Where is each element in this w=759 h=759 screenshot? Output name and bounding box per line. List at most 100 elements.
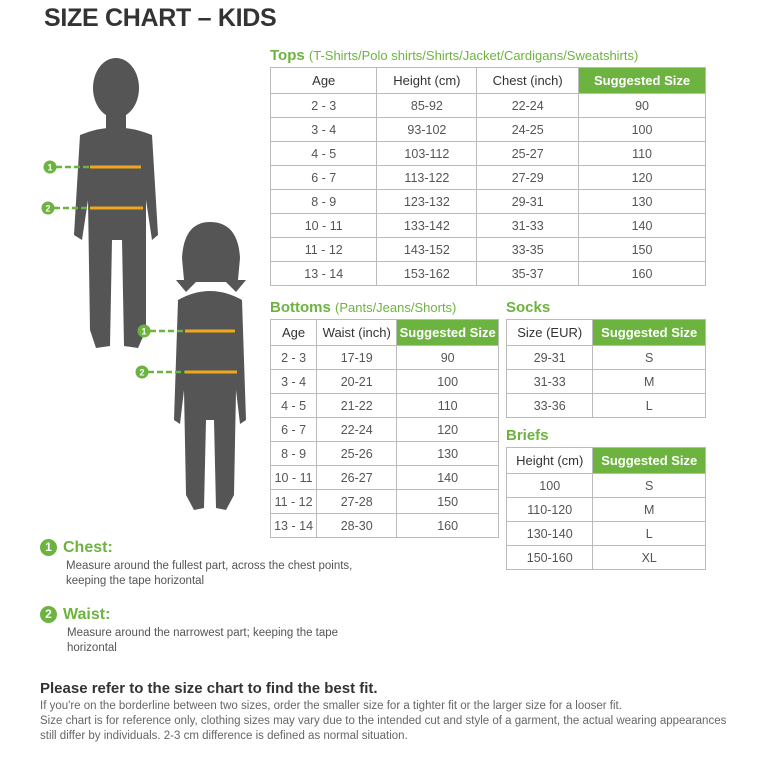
- table-cell: 26-27: [316, 465, 398, 490]
- table-row: 8 - 9 25-26 130: [269, 441, 499, 466]
- table-cell: 130: [578, 189, 706, 214]
- table-cell: M: [592, 369, 706, 394]
- table-cell: 90: [396, 345, 499, 370]
- table-cell: 100: [505, 473, 594, 498]
- table-cell: 6 - 7: [269, 417, 318, 442]
- table-row: 8 - 9 123-132 29-31 130: [269, 189, 706, 214]
- bottoms-column-header: Suggested Size: [396, 319, 499, 346]
- table-row: 130-140 L: [505, 521, 706, 546]
- briefs-column-header: Height (cm): [505, 447, 594, 474]
- waist-label: Waist:: [63, 606, 111, 623]
- table-cell: 4 - 5: [269, 393, 318, 418]
- briefs-heading: Briefs: [506, 427, 549, 444]
- table-cell: 27-29: [476, 165, 580, 190]
- table-row: 4 - 5 103-112 25-27 110: [269, 141, 706, 166]
- table-row: 3 - 4 93-102 24-25 100: [269, 117, 706, 142]
- bottoms-column-header: Waist (inch): [316, 319, 398, 346]
- marker-circles: [41, 160, 151, 379]
- tops-heading: Tops (T-Shirts/Polo shirts/Shirts/Jacket…: [270, 47, 638, 64]
- chest-instruction: 1 Chest: Measure around the fullest part,…: [40, 539, 386, 589]
- table-row: 4 - 5 21-22 110: [269, 393, 499, 418]
- tops-title: Tops: [270, 47, 305, 64]
- table-cell: 35-37: [476, 261, 580, 286]
- table-cell: 133-142: [376, 213, 478, 238]
- tops-table: Age Height (cm) Chest (inch) Suggested Size…: [269, 67, 706, 286]
- table-row: 13 - 14 153-162 35-37 160: [269, 261, 706, 286]
- table-cell: 13 - 14: [269, 261, 378, 286]
- table-cell: 13 - 14: [269, 513, 318, 538]
- table-cell: 21-22: [316, 393, 398, 418]
- table-row: 110-120 M: [505, 497, 706, 522]
- tops-header-row: Age Height (cm) Chest (inch) Suggested Size: [269, 67, 706, 94]
- marker-leaders: [54, 165, 185, 374]
- girl-silhouette: [174, 222, 246, 510]
- table-row: 10 - 11 133-142 31-33 140: [269, 213, 706, 238]
- table-cell: 153-162: [376, 261, 478, 286]
- table-cell: 17-19: [316, 345, 398, 370]
- table-cell: 93-102: [376, 117, 478, 142]
- table-cell: 33-36: [505, 393, 594, 418]
- table-cell: 4 - 5: [269, 141, 378, 166]
- table-row: 2 - 3 17-19 90: [269, 345, 499, 370]
- table-cell: 25-26: [316, 441, 398, 466]
- bottoms-title: Bottoms: [270, 299, 331, 316]
- fit-notes: If you're on the borderline between two …: [40, 699, 740, 744]
- bottoms-column-header: Age: [269, 319, 318, 346]
- table-cell: 8 - 9: [269, 441, 318, 466]
- table-cell: 85-92: [376, 93, 478, 118]
- boy-silhouette: [74, 58, 158, 348]
- socks-heading: Socks: [506, 299, 551, 316]
- table-cell: L: [592, 393, 706, 418]
- table-cell: 110: [578, 141, 706, 166]
- table-row: 6 - 7 113-122 27-29 120: [269, 165, 706, 190]
- table-cell: M: [592, 497, 706, 522]
- table-cell: 33-35: [476, 237, 580, 262]
- kids-measurement-illustration: 1 2 1 2: [41, 58, 246, 510]
- page-title: SIZE CHART – KIDS: [44, 4, 277, 32]
- table-cell: 6 - 7: [269, 165, 378, 190]
- table-cell: L: [592, 521, 706, 546]
- table-row: 11 - 12 27-28 150: [269, 489, 499, 514]
- marker-1-boy: 1: [47, 163, 52, 173]
- table-cell: 27-28: [316, 489, 398, 514]
- table-row: 2 - 3 85-92 22-24 90: [269, 93, 706, 118]
- table-cell: 160: [396, 513, 499, 538]
- table-cell: 140: [578, 213, 706, 238]
- fit-note-2: Size chart is for reference only, clothi…: [40, 715, 727, 742]
- marker-2-boy: 2: [45, 204, 50, 214]
- bottoms-table: Age Waist (inch) Suggested Size 2 - 3 17-19 9…: [269, 319, 499, 538]
- socks-column-header: Suggested Size: [592, 319, 706, 346]
- table-cell: 31-33: [505, 369, 594, 394]
- marker-1-girl: 1: [141, 327, 146, 337]
- table-cell: 10 - 11: [269, 465, 318, 490]
- socks-column-header: Size (EUR): [505, 319, 594, 346]
- tops-column-header: Suggested Size: [578, 67, 706, 94]
- table-cell: 2 - 3: [269, 345, 318, 370]
- table-cell: 11 - 12: [269, 489, 318, 514]
- fit-note-1: If you're on the borderline between two …: [40, 700, 622, 712]
- table-cell: 120: [578, 165, 706, 190]
- table-cell: 123-132: [376, 189, 478, 214]
- tops-column-header: Age: [269, 67, 378, 94]
- bottoms-subtitle: (Pants/Jeans/Shorts): [335, 300, 457, 315]
- briefs-table: Height (cm) Suggested Size 100 S 110-120 M 130…: [505, 447, 706, 570]
- table-cell: 22-24: [316, 417, 398, 442]
- table-cell: S: [592, 345, 706, 370]
- table-cell: 20-21: [316, 369, 398, 394]
- bottoms-header-row: Age Waist (inch) Suggested Size: [269, 319, 499, 346]
- table-cell: 140: [396, 465, 499, 490]
- table-cell: 90: [578, 93, 706, 118]
- number-1-icon: 1: [40, 539, 57, 557]
- table-cell: 120: [396, 417, 499, 442]
- table-cell: 25-27: [476, 141, 580, 166]
- table-cell: XL: [592, 545, 706, 570]
- table-row: 29-31 S: [505, 345, 706, 370]
- tops-subtitle: (T-Shirts/Polo shirts/Shirts/Jacket/Card…: [308, 48, 639, 63]
- table-cell: 113-122: [376, 165, 478, 190]
- number-2-icon: 2: [40, 606, 57, 624]
- table-cell: 22-24: [476, 93, 580, 118]
- waist-description: Measure around the narrowest part; keepi…: [67, 627, 339, 654]
- table-cell: 10 - 11: [269, 213, 378, 238]
- table-cell: 143-152: [376, 237, 478, 262]
- tops-column-header: Chest (inch): [476, 67, 580, 94]
